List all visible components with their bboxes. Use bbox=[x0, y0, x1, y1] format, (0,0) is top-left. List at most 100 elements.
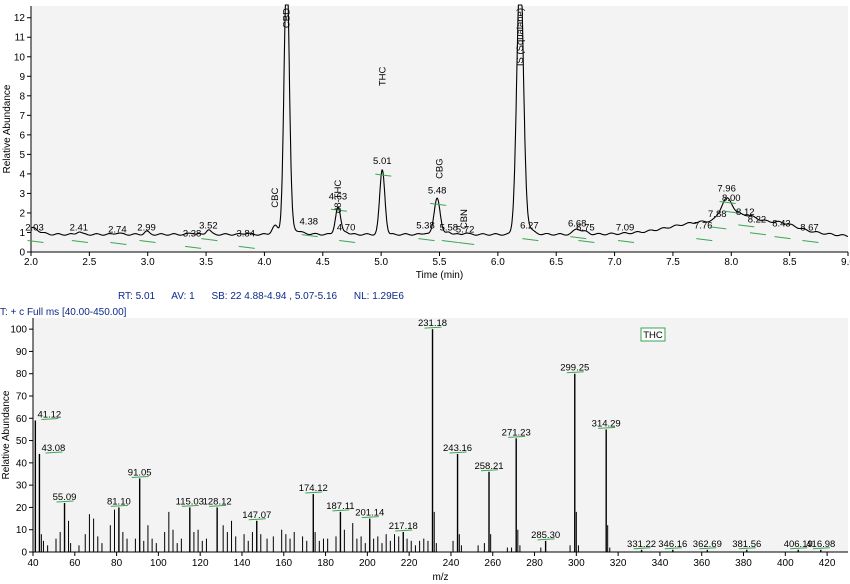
peak-retention-label: 2.99 bbox=[137, 223, 156, 234]
baseline-segment bbox=[578, 240, 595, 244]
y-tick-label: 100 bbox=[10, 325, 27, 336]
x-tick-label: 380 bbox=[735, 558, 752, 569]
y-tick-label: 11 bbox=[15, 33, 26, 44]
y-tick-label: 5 bbox=[19, 150, 25, 161]
subtract-background-text: SB: 22 4.88-4.94 , 5.07-5.16 bbox=[211, 291, 338, 302]
y-tick-label: 1 bbox=[19, 228, 25, 239]
x-tick-label: 6.5 bbox=[549, 257, 563, 268]
y-tick-label: 40 bbox=[16, 458, 28, 469]
label-underline bbox=[664, 547, 682, 550]
label-underline bbox=[738, 547, 756, 550]
baseline-segment bbox=[375, 173, 392, 177]
y-tick-label: 9 bbox=[19, 72, 25, 83]
label-underline bbox=[598, 426, 616, 429]
peak-mz-label: 381.56 bbox=[732, 539, 761, 550]
plot-area bbox=[33, 318, 848, 552]
baseline-segment bbox=[330, 208, 348, 212]
compound-label: d8-THC bbox=[333, 180, 344, 213]
compound-label: THC bbox=[377, 66, 388, 86]
peak-mz-label: 147.07 bbox=[242, 510, 271, 521]
label-underline bbox=[790, 547, 808, 550]
x-tick-label: 3.5 bbox=[199, 257, 213, 268]
label-underline bbox=[248, 518, 266, 521]
baseline-segment bbox=[458, 241, 475, 245]
x-tick-label: 2.0 bbox=[24, 257, 38, 268]
x-tick-label: 100 bbox=[150, 558, 167, 569]
label-underline bbox=[41, 418, 59, 421]
peak-retention-label: 6.75 bbox=[576, 223, 595, 234]
peak-retention-label: 3.38 bbox=[183, 228, 202, 239]
peak-retention-label: 2.74 bbox=[108, 224, 127, 235]
label-underline bbox=[449, 451, 467, 454]
peak-retention-label: 8.12 bbox=[736, 207, 755, 218]
peak-retention-label: 8.67 bbox=[800, 223, 819, 234]
peak-mz-label: 231.18 bbox=[418, 318, 447, 329]
x-tick-label: 180 bbox=[317, 558, 334, 569]
baseline-segment bbox=[27, 240, 44, 244]
baseline-segment bbox=[238, 245, 255, 249]
x-tick-label: 5.0 bbox=[374, 257, 388, 268]
compound-label: CBC bbox=[270, 187, 281, 207]
legend-box bbox=[640, 327, 666, 342]
baseline-segment bbox=[441, 240, 458, 244]
baseline-segment bbox=[185, 245, 202, 249]
x-tick-label: 8.0 bbox=[724, 257, 738, 268]
scan-filter-text: T: + c Full ms [40.00-450.00] bbox=[0, 307, 127, 318]
peak-retention-label: 4.70 bbox=[337, 223, 356, 234]
peak-retention-label: 5.38 bbox=[416, 221, 435, 232]
x-tick-label: 7.0 bbox=[608, 257, 622, 268]
x-axis-title: Time (min) bbox=[416, 270, 463, 281]
x-tick-label: 120 bbox=[192, 558, 209, 569]
label-underline bbox=[812, 547, 830, 550]
x-tick-label: 200 bbox=[359, 558, 376, 569]
peak-mz-label: 187.11 bbox=[326, 501, 354, 512]
peak-retention-label: 5.01 bbox=[373, 156, 392, 167]
label-underline bbox=[305, 491, 323, 494]
x-tick-label: 340 bbox=[652, 558, 669, 569]
peak-retention-label: 7.96 bbox=[717, 183, 736, 194]
baseline-segment bbox=[710, 226, 727, 230]
y-tick-label: 10 bbox=[14, 52, 26, 63]
y-tick-label: 3 bbox=[19, 189, 25, 200]
peak-mz-label: 362.69 bbox=[693, 539, 722, 550]
peak-mz-label: 331.22 bbox=[627, 539, 656, 550]
y-tick-label: 0 bbox=[21, 548, 27, 559]
x-tick-label: 5.5 bbox=[433, 257, 447, 268]
peak-mz-label: 314.29 bbox=[592, 418, 621, 429]
peak-retention-label: 8.22 bbox=[748, 215, 767, 226]
compound-label: CBD bbox=[282, 8, 293, 28]
x-axis-title: m/z bbox=[432, 572, 448, 583]
peak-retention-label: 5.48 bbox=[428, 185, 447, 196]
x-tick-label: 7.5 bbox=[666, 257, 680, 268]
label-underline bbox=[566, 371, 584, 374]
x-tick-label: 360 bbox=[693, 558, 710, 569]
peak-mz-label: 201.14 bbox=[355, 508, 384, 519]
y-tick-label: 8 bbox=[19, 91, 25, 102]
peak-retention-label: 8.00 bbox=[722, 193, 741, 204]
peak-retention-label: 7.09 bbox=[616, 223, 635, 234]
peak-mz-label: 406.19 bbox=[784, 539, 813, 550]
peak-mz-label: 81.10 bbox=[107, 496, 131, 507]
y-tick-label: 60 bbox=[16, 414, 28, 425]
label-underline bbox=[395, 529, 413, 532]
peak-retention-label: 6.68 bbox=[568, 219, 587, 230]
x-tick-label: 8.5 bbox=[783, 257, 797, 268]
baseline-segment bbox=[749, 232, 767, 236]
compound-label: CBN bbox=[459, 209, 470, 229]
label-underline bbox=[537, 538, 555, 541]
y-tick-label: 4 bbox=[19, 169, 25, 180]
y-tick-label: 90 bbox=[16, 347, 28, 358]
x-tick-label: 2.5 bbox=[82, 257, 96, 268]
peak-retention-label: 4.63 bbox=[329, 191, 348, 202]
chromatogram-chart: 2.0 2.5 3.0 3.5 4.0 4.5 5.0 5.5 6.0 6.5 7.0 7.5 8.0 8… bbox=[2, 4, 850, 281]
peak-retention-label: 8.43 bbox=[772, 219, 791, 230]
peak-mz-label: 55.09 bbox=[53, 492, 77, 503]
compound-label: CBG bbox=[435, 158, 446, 179]
x-tick-label: 60 bbox=[69, 558, 81, 569]
peak-mz-label: 43.08 bbox=[42, 443, 66, 454]
x-tick-label: 320 bbox=[610, 558, 627, 569]
y-tick-label: 30 bbox=[16, 481, 28, 492]
peak-mz-label: 243.16 bbox=[443, 443, 472, 454]
y-tick-label: 10 bbox=[16, 525, 28, 536]
baseline-segment bbox=[339, 240, 356, 244]
